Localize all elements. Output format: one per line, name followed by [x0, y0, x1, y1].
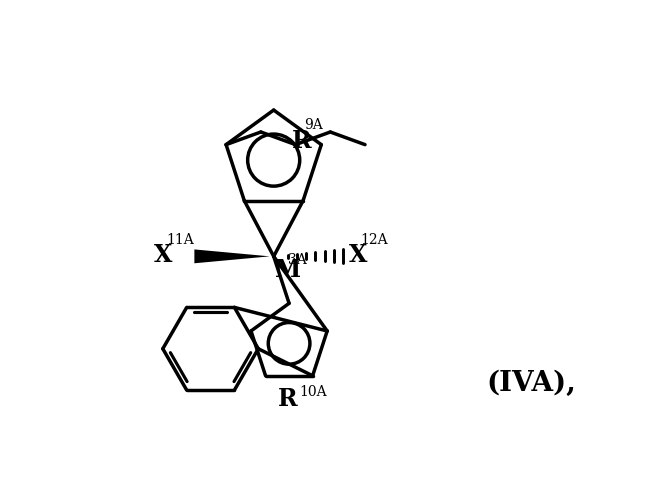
- Polygon shape: [194, 250, 270, 264]
- Text: (IVA),: (IVA),: [487, 370, 576, 397]
- Text: 3A: 3A: [288, 252, 307, 266]
- Text: R: R: [292, 129, 311, 153]
- Text: 10A: 10A: [299, 385, 327, 399]
- Text: 12A: 12A: [361, 233, 388, 247]
- Text: M: M: [275, 258, 301, 282]
- Text: X: X: [349, 243, 368, 267]
- Text: X: X: [154, 243, 173, 267]
- Text: R: R: [277, 388, 297, 411]
- Text: 9A: 9A: [304, 118, 323, 132]
- Text: 11A: 11A: [166, 233, 193, 247]
